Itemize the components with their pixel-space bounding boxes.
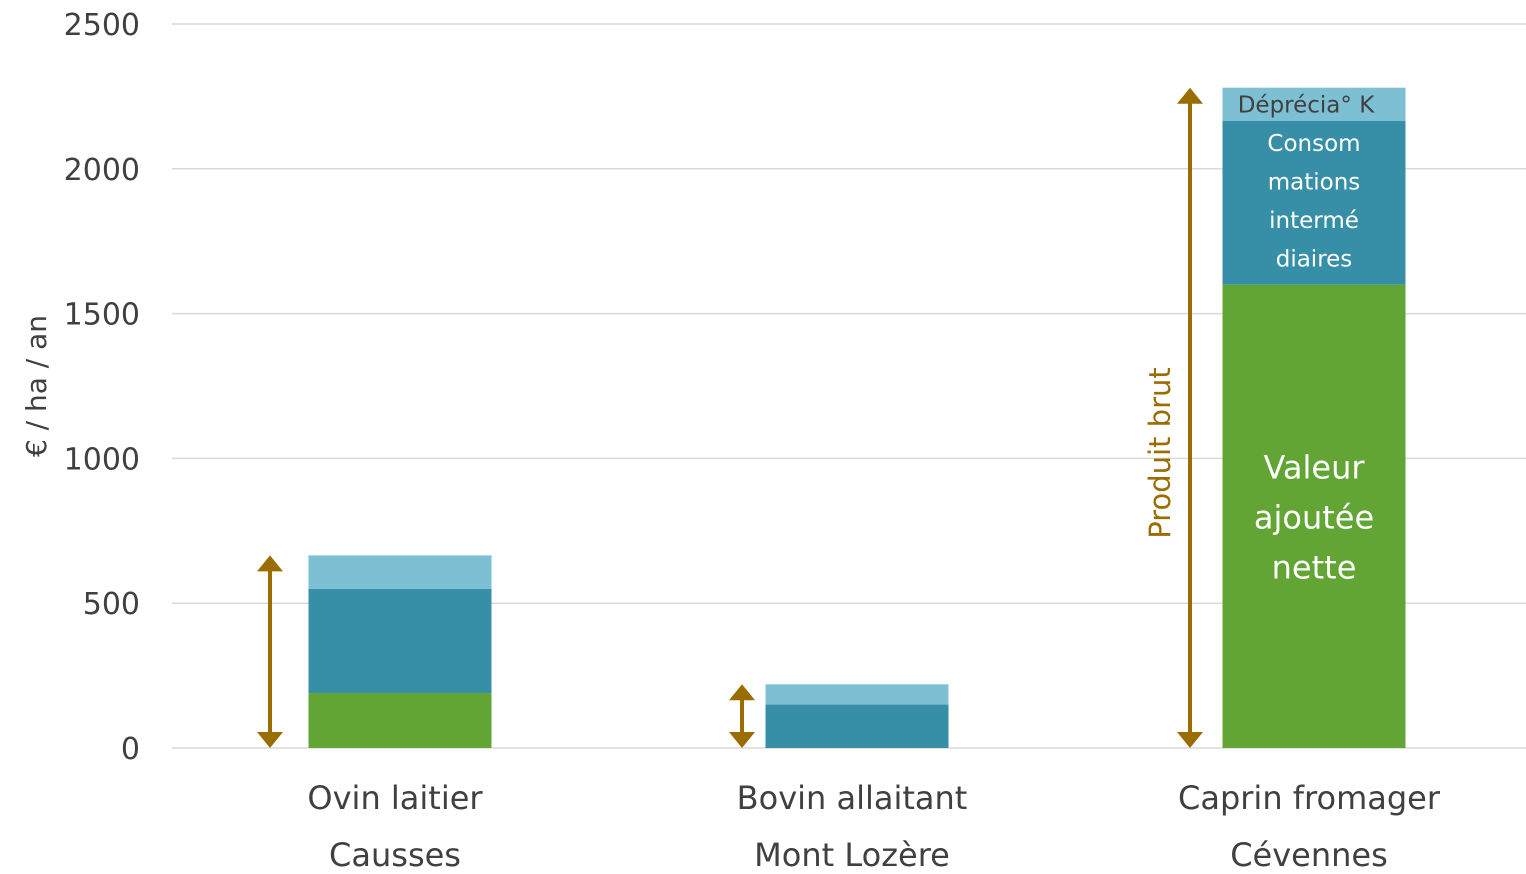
bars <box>308 87 1406 748</box>
van-label: Valeur <box>1263 448 1365 486</box>
category-label-line1: Bovin allaitant <box>737 779 968 817</box>
y-tick-label: 500 <box>83 587 140 622</box>
category-labels: Ovin laitier Causses Bovin allaitant Mont L… <box>307 779 1440 874</box>
produit-brut-label: Produit brut <box>1143 367 1177 539</box>
ci-label: Consom <box>1267 131 1360 157</box>
category-label-line1: Caprin fromager <box>1178 779 1441 817</box>
bar-segment-ci <box>308 588 492 693</box>
bar-segment-ci <box>1222 121 1406 285</box>
category-label-line2: Mont Lozère <box>754 836 950 874</box>
bar-segment-dep <box>765 684 949 705</box>
y-tick-label: 1500 <box>64 298 140 333</box>
y-axis-label: € / ha / an <box>20 315 53 457</box>
y-axis-ticks: 0 500 1000 1500 2000 2500 <box>64 8 140 767</box>
y-tick-label: 2000 <box>64 153 140 188</box>
ci-label: diaires <box>1276 247 1353 273</box>
produit-brut-arrows: Produit brut <box>257 87 1203 748</box>
van-label: ajoutée <box>1254 498 1374 536</box>
ci-label: intermé <box>1269 208 1359 234</box>
category-label-line1: Ovin laitier <box>307 779 483 817</box>
y-tick-label: 2500 <box>64 8 140 43</box>
bar-segment-ci <box>765 704 949 748</box>
produit-brut-arrow <box>1177 87 1203 748</box>
segment-labels: Valeur ajoutée nette Consom mations intermé di… <box>1238 92 1376 586</box>
y-tick-label: 1000 <box>64 442 140 477</box>
produit-brut-arrow <box>257 555 283 748</box>
bar-segment-dep <box>1222 87 1406 122</box>
bar-segment-dep <box>308 555 492 589</box>
ci-label: mations <box>1268 170 1361 196</box>
bar-segment-van <box>308 692 492 748</box>
van-label: nette <box>1272 548 1357 586</box>
category-label-line2: Causses <box>329 836 461 874</box>
bar-segment-van <box>1222 284 1406 748</box>
y-tick-label: 0 <box>121 732 140 767</box>
produit-brut-arrow <box>729 684 755 748</box>
dep-label: Déprécia° K <box>1238 92 1376 118</box>
category-label-line2: Cévennes <box>1230 836 1388 874</box>
